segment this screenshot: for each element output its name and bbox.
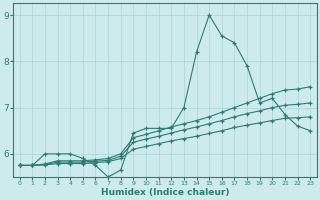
X-axis label: Humidex (Indice chaleur): Humidex (Indice chaleur): [101, 188, 229, 197]
